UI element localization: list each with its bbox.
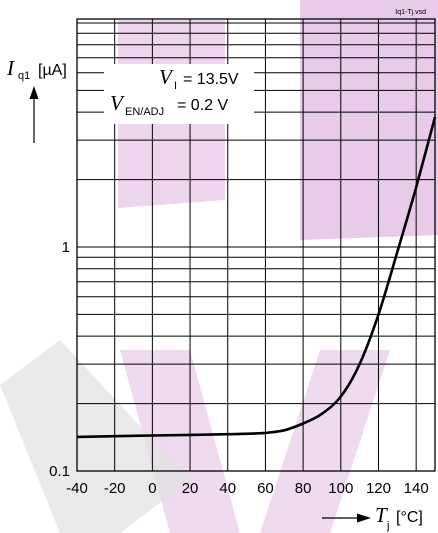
x-tick-labels: -40 -20 0 20 40 60 80 100 120 140 [66,480,429,497]
y-label-sub: q1 [18,70,30,82]
x-tick-label: 60 [257,480,274,497]
x-label-sub: j [386,520,389,532]
file-label: Iq1-Tj.vsd [395,9,426,16]
condition-vi-symbol: V [159,65,174,89]
conditions-box [104,64,254,124]
x-label-symbol: T [375,503,388,527]
y-label-symbol: I [6,56,15,80]
x-tick-label: 100 [328,480,353,497]
y-tick-label: 1 [62,239,70,256]
x-tick-label: 140 [404,480,429,497]
condition-ven-symbol: V [110,91,125,115]
condition-vi-sub: I [174,80,177,92]
x-tick-label: -40 [66,480,88,497]
y-tick-label: 0.1 [49,463,70,480]
condition-vi-text: = 13.5V [183,71,239,88]
x-tick-label: 0 [148,480,156,497]
x-axis-label: T j [°C] [375,503,423,532]
x-tick-label: 120 [366,480,391,497]
y-axis-label: I q1 [µA] [6,56,67,82]
x-label-unit: [°C] [396,509,423,526]
plot-frame [76,18,436,472]
x-arrow-icon [357,513,371,523]
x-tick-label: -20 [104,480,126,497]
x-tick-label: 20 [182,480,199,497]
condition-vi: V I = 13.5V [159,65,239,92]
y-arrow-icon [29,86,39,99]
x-tick-label: 40 [219,480,236,497]
x-tick-label: 80 [295,480,312,497]
condition-ven-text: = 0.2 V [177,97,228,114]
series-line [76,116,437,439]
condition-ven: V EN/ADJ = 0.2 V [110,91,228,118]
y-label-unit: [µA] [38,62,67,79]
y-tick-labels: 0.11 [49,239,70,480]
condition-ven-sub: EN/ADJ [125,106,164,118]
